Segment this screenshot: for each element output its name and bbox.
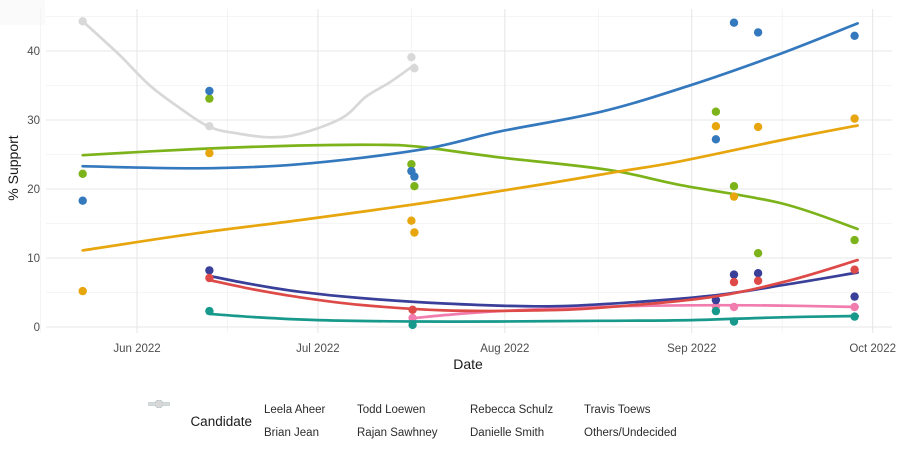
legend-label: Travis Toews [584, 403, 651, 416]
corner-artifact [0, 0, 45, 25]
legend-label: Rebecca Schulz [470, 403, 554, 416]
point-travis-toews [711, 122, 721, 131]
point-rebecca-schulz [205, 273, 214, 283]
point-leela-aheer [850, 302, 859, 312]
point-danielle-smith [410, 172, 419, 181]
legend-item-travis-toews: Travis Toews [148, 398, 754, 421]
point-travis-toews [205, 148, 214, 158]
legend-item-rajan-sawhney: Rajan Sawhney [148, 400, 470, 444]
legend-label: Others/Undecided [584, 426, 677, 439]
point-leela-aheer [408, 313, 417, 323]
legend-item-todd-loewen: Todd Loewen [148, 398, 470, 421]
y-tick-label: 10 [27, 253, 40, 265]
point-danielle-smith [78, 196, 87, 205]
x-tick-label: Jun 2022 [113, 343, 160, 355]
point-danielle-smith [711, 135, 721, 144]
point-rajan-sawhney [850, 312, 859, 321]
y-axis-title: % Support [5, 135, 21, 201]
point-rebecca-schulz [850, 265, 859, 274]
point-rajan-sawhney [729, 317, 739, 326]
legend-label: Todd Loewen [357, 403, 426, 416]
point-brian-jean [850, 235, 859, 245]
trend-line-danielle-smith [81, 22, 859, 170]
legend-item-danielle-smith: Danielle Smith [148, 400, 584, 444]
legend-label: Brian Jean [264, 426, 319, 439]
legend-title: Candidate [190, 413, 252, 429]
point-travis-toews [850, 114, 859, 123]
x-tick-label: Sep 2022 [667, 343, 716, 355]
point-danielle-smith [205, 86, 214, 96]
point-rajan-sawhney [205, 306, 214, 316]
legend: Candidate Leela Aheer Todd Loewen Rebecca … [147, 398, 754, 444]
point-travis-toews [410, 228, 419, 237]
trend-line-others-undecided [81, 19, 416, 139]
legend-item-rebecca-schulz: Rebecca Schulz [148, 398, 584, 421]
legend-item-brian-jean: Brian Jean [148, 400, 357, 444]
trend-line-brian-jean [81, 143, 859, 231]
trend-line-rebecca-schulz [208, 258, 859, 313]
point-brian-jean [753, 249, 763, 258]
point-rebecca-schulz [753, 276, 763, 285]
point-rebecca-schulz [729, 277, 739, 287]
point-travis-toews [753, 122, 763, 132]
point-rajan-sawhney [711, 306, 721, 316]
y-tick-label: 20 [27, 184, 40, 196]
point-travis-toews [729, 192, 739, 201]
legend-rows: Leela Aheer Todd Loewen Rebecca Schulz Trav… [148, 398, 754, 444]
legend-item-others-undecided: Others/Undecided [148, 400, 754, 444]
point-brian-jean [410, 182, 419, 191]
legend-label: Leela Aheer [264, 403, 326, 416]
y-tick-label: 40 [27, 46, 40, 58]
legend-label: Rajan Sawhney [357, 426, 438, 439]
point-todd-loewen [850, 292, 859, 301]
point-todd-loewen [753, 269, 763, 278]
point-brian-jean [711, 107, 721, 116]
x-axis-title: Date [453, 356, 483, 372]
point-rebecca-schulz [408, 305, 417, 314]
trend-line-travis-toews [81, 124, 859, 252]
point-others-undecided [407, 53, 416, 62]
point-danielle-smith [753, 28, 763, 37]
point-brian-jean [78, 169, 87, 178]
legend-row: Brian Jean Rajan Sawhney Danielle Smith Oth… [148, 400, 754, 444]
y-tick-label: 0 [34, 322, 40, 334]
point-others-undecided [78, 17, 87, 26]
point-todd-loewen [729, 270, 739, 279]
legend-key-icon [148, 400, 170, 408]
point-others-undecided [205, 122, 214, 131]
x-tick-label: Aug 2022 [480, 343, 529, 355]
point-danielle-smith [850, 31, 859, 40]
point-rajan-sawhney [408, 320, 417, 330]
x-tick-label: Jul 2022 [296, 343, 339, 355]
trend-line-rajan-sawhney [208, 312, 859, 323]
x-tick-label: Oct 2022 [849, 343, 896, 355]
legend-row: Leela Aheer Todd Loewen Rebecca Schulz Trav… [148, 398, 754, 421]
y-tick-label: 30 [27, 115, 40, 127]
point-brian-jean [407, 160, 416, 169]
point-leela-aheer [729, 302, 739, 312]
legend-item-leela-aheer: Leela Aheer [148, 398, 357, 421]
legend-label: Danielle Smith [470, 426, 545, 439]
point-travis-toews [407, 216, 416, 225]
point-brian-jean [729, 182, 739, 191]
point-brian-jean [205, 94, 214, 103]
point-travis-toews [78, 286, 87, 296]
point-todd-loewen [205, 266, 214, 275]
point-others-undecided [410, 64, 419, 73]
point-danielle-smith [729, 18, 739, 27]
